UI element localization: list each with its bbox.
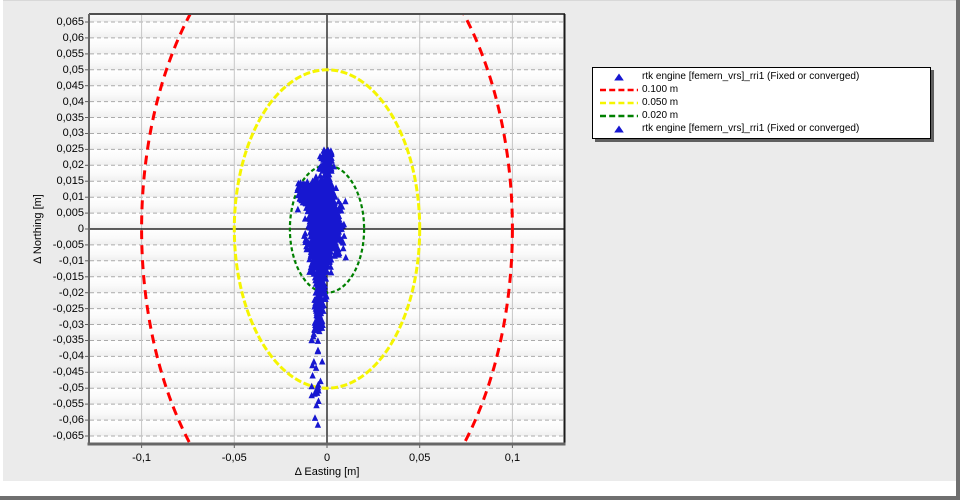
y-tick-label: -0,06 xyxy=(58,414,84,427)
legend-item-label: rtk engine [femern_vrs]_rri1 (Fixed or c… xyxy=(642,123,860,134)
triangle-marker-icon xyxy=(596,124,642,134)
y-tick-label: -0,05 xyxy=(58,382,84,395)
y-tick-label: -0,055 xyxy=(52,398,84,411)
chart-panel: 0,065 0,06 0,055 0,05 0,045 0,04 0,035 0,03 0,02… xyxy=(3,0,956,481)
y-tick-label: -0,015 xyxy=(52,270,84,283)
y-tick-label: 0,06 xyxy=(62,31,84,44)
legend-item-label: 0.020 m xyxy=(642,110,679,121)
dashed-line-icon xyxy=(596,111,642,121)
y-tick-label: -0,03 xyxy=(58,318,84,331)
legend-item-label: 0.050 m xyxy=(642,97,679,108)
y-tick-label: -0,045 xyxy=(52,366,84,379)
y-tick-label: 0,035 xyxy=(56,111,84,124)
y-tick-label: 0,005 xyxy=(56,207,84,220)
legend-item: rtk engine [femern_vrs]_rri1 (Fixed or c… xyxy=(593,70,930,83)
y-tick-label: 0,01 xyxy=(62,191,84,204)
y-tick-label: 0,015 xyxy=(56,175,84,188)
x-tick-label: 0,05 xyxy=(409,452,431,464)
y-tick-label: 0,04 xyxy=(62,95,84,108)
y-tick-label: 0,05 xyxy=(62,63,84,76)
plot-border xyxy=(87,13,566,446)
dashed-line-icon xyxy=(596,98,642,108)
y-tick-label: 0,025 xyxy=(56,143,84,156)
y-tick-label: 0 xyxy=(77,223,84,235)
triangle-marker-icon xyxy=(596,72,642,82)
legend-item-label: rtk engine [femern_vrs]_rri1 (Fixed or c… xyxy=(642,71,860,82)
scatter-plot-canvas[interactable] xyxy=(3,1,956,481)
scatter-points xyxy=(294,146,349,428)
x-axis-title: Δ Easting [m] xyxy=(294,466,360,478)
y-tick-label: -0,025 xyxy=(52,302,84,315)
y-tick-label: 0,065 xyxy=(56,16,84,28)
legend-item: rtk engine [femern_vrs]_rri1 (Fixed or c… xyxy=(593,122,930,135)
legend-item: 0.020 m xyxy=(593,109,930,122)
grid-lines xyxy=(90,15,564,443)
x-tick-label: 0 xyxy=(323,452,331,464)
y-tick-label: -0,065 xyxy=(52,429,84,442)
y-tick-label: 0,045 xyxy=(56,79,84,92)
y-tick-label: 0,055 xyxy=(56,47,84,60)
legend-item: 0.050 m xyxy=(593,96,930,109)
x-tick-label: -0,1 xyxy=(132,452,152,464)
y-tick-label: -0,04 xyxy=(58,350,84,363)
y-tick-label: -0,02 xyxy=(58,286,84,299)
y-tick-label: 0,02 xyxy=(62,159,84,172)
tolerance-ellipse-0.100-m xyxy=(140,15,514,443)
legend-box: rtk engine [femern_vrs]_rri1 (Fixed or c… xyxy=(592,67,931,139)
window-border-right xyxy=(956,0,960,500)
legend-item: 0.100 m xyxy=(593,83,930,96)
x-tick-label: -0,05 xyxy=(221,452,247,464)
legend-item-label: 0.100 m xyxy=(642,84,679,95)
scatter-series xyxy=(294,146,349,428)
y-tick-label: -0,035 xyxy=(52,334,84,347)
y-tick-label: -0,005 xyxy=(52,238,84,251)
y-tick-label: 0,03 xyxy=(62,127,84,140)
x-tick-label: 0,1 xyxy=(504,452,521,464)
y-axis-title: Δ Northing [m] xyxy=(32,194,44,264)
y-tick-label: -0,01 xyxy=(58,254,84,267)
tolerance-ellipse-0.050-m xyxy=(232,68,422,390)
window-border-bottom xyxy=(0,496,960,500)
dashed-line-icon xyxy=(596,85,642,95)
